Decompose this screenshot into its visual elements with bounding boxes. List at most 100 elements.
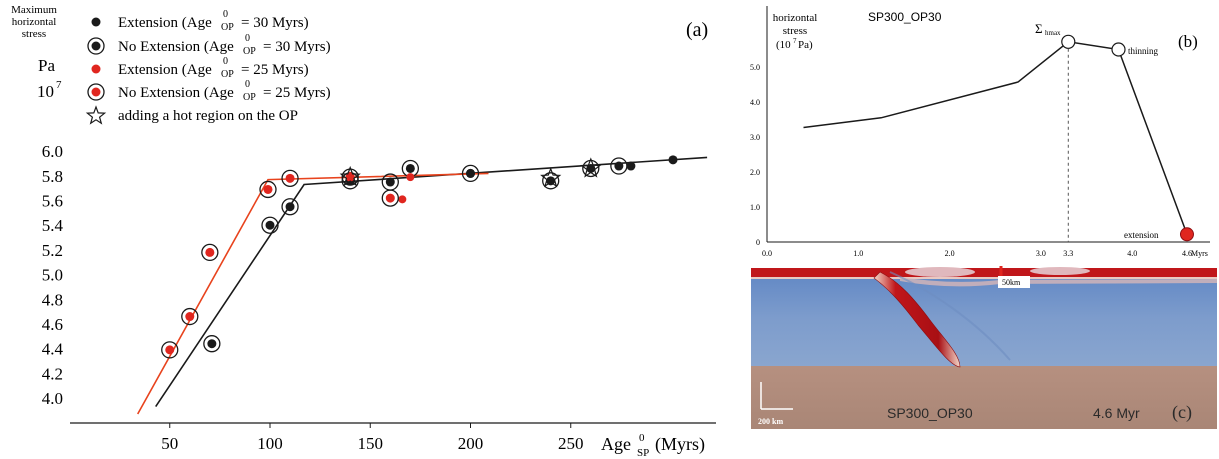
- panel-a-points: [161, 155, 678, 359]
- panel-c-label: (c): [1172, 402, 1192, 423]
- point-ring-no-extension-op30: [461, 164, 480, 183]
- legend-item: Extension (Age 0 OP = 30 Myrs): [91, 9, 309, 33]
- panel-b-plot: [803, 34, 1194, 242]
- legend-label-post: = 25 Myrs): [241, 62, 309, 78]
- legend-label: No Extension (Age: [118, 39, 234, 55]
- b-x-tick-label: 0.0: [762, 249, 772, 258]
- legend-label-post: = 30 Myrs): [263, 39, 331, 55]
- legend-item: No Extension (Age 0 OP = 30 Myrs): [87, 33, 331, 57]
- y-tick-label: 5.0: [42, 266, 63, 285]
- svg-text:Extension (Age: Extension (Age: [118, 15, 212, 31]
- panel-a-ylabel-line1: Maximum: [11, 4, 57, 16]
- sigma-sub: hmax: [1045, 29, 1061, 37]
- b-x-tick-label: 3.3: [1063, 249, 1073, 258]
- panel-b-ylabel-line2: stress: [783, 25, 807, 37]
- point-extension-op25: [398, 195, 407, 204]
- point-no-extension-op30: [614, 161, 624, 171]
- legend-sup: 0: [245, 79, 250, 90]
- point-no-extension-op30: [207, 339, 217, 349]
- legend-label: No Extension (Age: [118, 85, 234, 101]
- trend-line-orange: [137, 172, 489, 415]
- legend-marker-black-dot: [91, 17, 101, 27]
- y-tick-label: 4.6: [42, 315, 63, 334]
- point-no-extension-op25: [263, 184, 273, 194]
- point-ring-no-extension-op25: [259, 180, 277, 199]
- point-no-extension-op30: [546, 176, 556, 186]
- y-tick-label: 5.6: [42, 192, 63, 211]
- star-icon: [85, 105, 107, 125]
- panel-c: 50km 200 km SP300_OP30 4.6 Myr (c): [751, 266, 1217, 429]
- point-ring-no-extension-op25: [201, 243, 219, 262]
- panel-b-label: (b): [1178, 32, 1198, 51]
- point-extension-op30: [668, 155, 678, 165]
- point-no-extension-op25: [385, 193, 395, 203]
- legend-marker-ring: [87, 37, 105, 55]
- point-no-extension-op30: [385, 177, 395, 187]
- legend-sub: OP: [243, 92, 256, 103]
- point-ring-no-extension-op30: [281, 198, 299, 216]
- b-x-tick-label: 4.0: [1127, 249, 1137, 258]
- y-tick-label: 4.2: [42, 364, 63, 383]
- x-tick-label: 50: [161, 434, 178, 453]
- point-no-extension-op25: [205, 247, 215, 257]
- legend-marker-ring: [87, 83, 105, 101]
- legend-marker-red-dot: [91, 64, 101, 74]
- y-tick-label: 4.0: [42, 389, 63, 408]
- x-tick-label: 100: [257, 434, 283, 453]
- point-no-extension-op30: [405, 163, 415, 173]
- point-ring-no-extension-op30: [542, 172, 560, 190]
- trend-line-black: [155, 156, 708, 408]
- panel-a-unit-exp: 10: [37, 82, 54, 101]
- point-ring-no-extension-op30: [610, 157, 628, 175]
- y-tick-label: 5.2: [42, 241, 63, 260]
- b-x-tick-label: 4.6: [1182, 249, 1192, 258]
- b-x-tick-label: 3.0: [1036, 249, 1046, 258]
- panel-a-unit-exp-power: 7: [56, 79, 62, 91]
- extension-label: extension: [1124, 230, 1159, 240]
- panel-b-ylabel-exp: 7: [793, 37, 797, 45]
- legend-label: Extension (Age: [118, 62, 212, 78]
- legend-label: Extension (Age: [118, 15, 212, 31]
- point-no-extension-op25: [165, 345, 175, 355]
- panel-b-sigma-label: Σ hmax: [1035, 21, 1061, 37]
- legend-label-post: = 30 Myrs): [241, 15, 309, 31]
- panel-c-model-name: SP300_OP30: [887, 405, 973, 421]
- point-ring-no-extension-op30: [261, 216, 279, 234]
- legend-sup: 0: [223, 56, 228, 67]
- point-extension-op30: [626, 161, 636, 171]
- panel-a-legend: Extension (Age 0 OP = 30 Myrs) No Extens…: [85, 9, 331, 125]
- y-tick-label: 5.8: [42, 167, 63, 186]
- legend-item: adding a hot region on the OP: [85, 105, 298, 125]
- legend-sub: OP: [221, 69, 234, 80]
- panel-a-ylabel-line2: horizontal: [12, 16, 57, 28]
- point-no-extension-op25: [345, 172, 355, 182]
- legend-item: Extension (Age 0 OP = 25 Myrs): [91, 56, 309, 80]
- point-extension-op25: [406, 173, 415, 182]
- panel-a-xlabel-sub: SP: [637, 447, 649, 459]
- panel-b-y-ticks: 0 1.0 2.0 3.0 4.0 5.0: [750, 63, 760, 247]
- b-open-marker: [1111, 42, 1126, 57]
- point-ring-no-extension-op25: [381, 189, 399, 207]
- y-tick-label: 5.4: [42, 216, 64, 235]
- panel-b-ylabel-line3: (10: [776, 39, 791, 51]
- panel-a-ylabel-line3: stress: [22, 28, 46, 40]
- panel-c-time: 4.6 Myr: [1093, 405, 1140, 421]
- panel-a-trend-lines: [137, 156, 708, 415]
- thinning-label: thinning: [1128, 46, 1159, 56]
- panel-a-xlabel: Age: [601, 434, 631, 454]
- x-tick-label: 250: [558, 434, 584, 453]
- panel-c-scale-bar-label: 200 km: [758, 417, 783, 426]
- point-hot-region-star: [540, 167, 562, 188]
- legend-label: adding a hot region on the OP: [118, 108, 298, 124]
- b-open-marker: [1061, 34, 1076, 49]
- b-y-tick-label: 1.0: [750, 203, 760, 212]
- point-no-extension-op25: [185, 312, 195, 322]
- legend-sub: OP: [243, 46, 256, 57]
- b-x-tick-label: 2.0: [945, 249, 955, 258]
- subducting-slab: [873, 271, 961, 368]
- surface-plate: [751, 268, 1217, 277]
- stress-curve: [803, 41, 1188, 235]
- point-no-extension-op25: [285, 173, 295, 183]
- panel-a-xlabel-units: (Myrs): [655, 434, 705, 455]
